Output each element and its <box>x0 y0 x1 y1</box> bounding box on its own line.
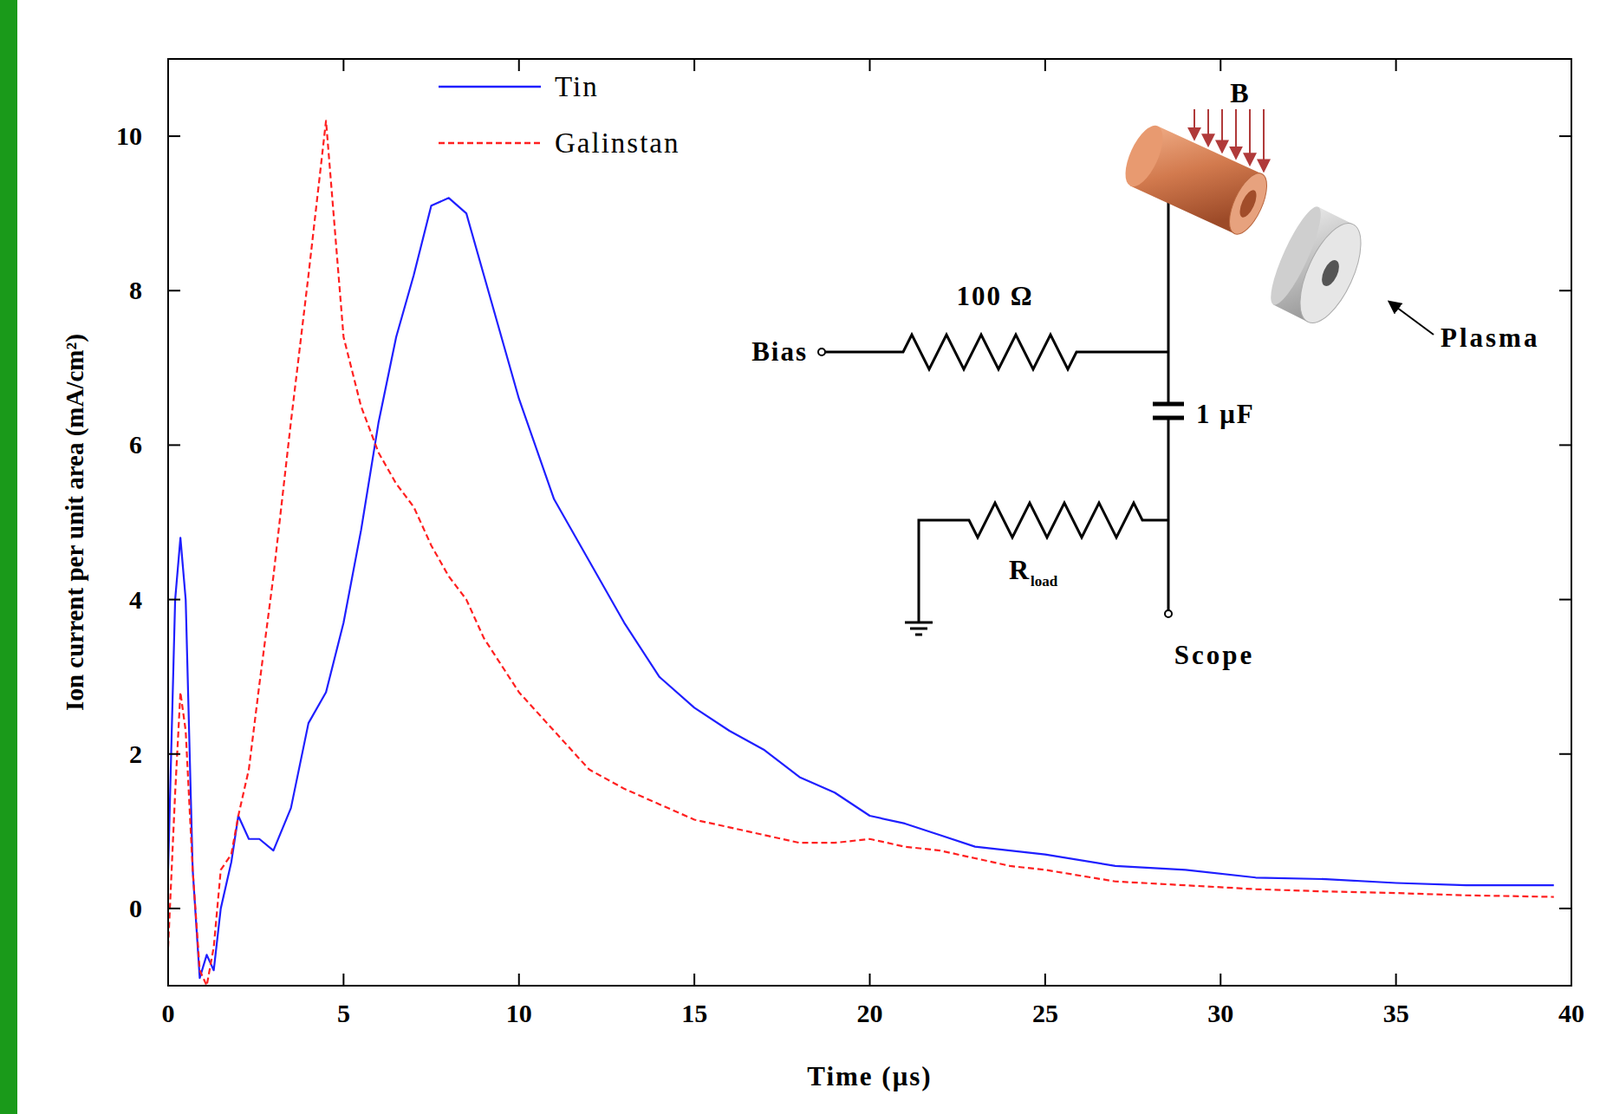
y-tick-right <box>1559 443 1572 446</box>
y-tick-right <box>1559 753 1572 755</box>
chart: 0 5 10 15 20 25 30 35 40 0 2 4 6 8 10 Time (μs) Ion curr… <box>0 0 1600 1114</box>
resistor-load <box>918 502 1169 623</box>
x-tick-top <box>518 58 521 72</box>
resistor-100 <box>825 334 1169 370</box>
annotation: Scope <box>1174 639 1256 670</box>
ground <box>915 633 923 637</box>
x-tick <box>167 973 170 986</box>
inset-diagram: B Bias 100 Ω 1 μF Rload Scope Plasma <box>751 77 1540 670</box>
y-tick-right <box>1559 907 1572 910</box>
x-tick-label: 35 <box>1383 998 1410 1028</box>
b-field-arrow <box>1193 109 1196 138</box>
border <box>0 0 18 1114</box>
y-tick-label: 8 <box>129 275 143 305</box>
x-tick-top <box>342 58 345 72</box>
annotation: Bias <box>751 336 808 367</box>
x-tick-label: 15 <box>681 998 708 1028</box>
x-tick-label: 30 <box>1207 998 1234 1028</box>
pointer-arrow <box>1390 302 1434 335</box>
ring-face <box>1287 214 1374 332</box>
x-tick-label: 20 <box>857 998 884 1028</box>
annotation: 100 Ω <box>956 280 1034 312</box>
x-tick-label: 25 <box>1032 998 1059 1028</box>
legend: Tin Galinstan <box>438 71 680 159</box>
legend-label: Galinstan <box>554 127 680 159</box>
series-line <box>168 197 1555 978</box>
wire <box>1167 417 1171 611</box>
y-tick <box>168 753 181 755</box>
ring-hole <box>1318 257 1343 289</box>
y-tick <box>168 907 181 910</box>
annotation: Plasma <box>1440 322 1540 353</box>
y-tick <box>168 598 181 601</box>
x-tick <box>518 973 521 986</box>
b-field-arrow <box>1235 109 1237 157</box>
wire <box>1167 201 1171 404</box>
copper-hole <box>1236 188 1261 221</box>
x-tick-label: 0 <box>162 998 176 1028</box>
x-axis-title: Time (μs) <box>806 1060 932 1092</box>
y-tick-label: 0 <box>129 893 143 923</box>
x-tick-label: 10 <box>506 998 533 1028</box>
x-tick-top <box>869 58 872 72</box>
annotation: load <box>1030 572 1059 590</box>
background <box>0 0 1600 1114</box>
y-tick-label: 10 <box>116 121 143 150</box>
b-field-arrow <box>1262 109 1265 170</box>
y-tick <box>168 289 181 292</box>
y-tick <box>168 135 181 137</box>
x-tick-label: 40 <box>1558 998 1585 1028</box>
capacitor-plate <box>1152 416 1184 421</box>
y-tick <box>168 443 181 446</box>
terminal <box>818 348 826 356</box>
annotation: 1 μF <box>1196 398 1256 430</box>
copper-face <box>1222 168 1275 240</box>
x-tick <box>1219 973 1222 986</box>
y-tick-right <box>1559 135 1572 137</box>
capacitor-plate <box>1152 402 1184 407</box>
copper-end <box>1118 120 1171 192</box>
b-field-arrow <box>1207 109 1210 144</box>
annotation: R <box>1008 553 1030 586</box>
ground <box>910 627 928 631</box>
b-field-arrow <box>1221 109 1223 150</box>
x-tick-label: 5 <box>337 998 351 1028</box>
x-tick <box>693 973 696 986</box>
series-group <box>168 120 1555 986</box>
x-tick <box>1044 973 1047 986</box>
x-tick <box>342 973 345 986</box>
x-tick-top <box>1044 58 1047 72</box>
y-tick-right <box>1559 598 1572 601</box>
x-tick <box>1570 973 1573 986</box>
y-tick-label: 4 <box>129 585 143 614</box>
b-field-arrow <box>1248 109 1251 163</box>
y-axis-title: Ion current per unit area (mA/cm²) <box>60 333 90 711</box>
legend-line <box>438 142 541 145</box>
x-tick-top <box>1395 58 1398 72</box>
terminal <box>1164 610 1172 618</box>
y-tick-label: 2 <box>129 739 143 768</box>
y-tick-right <box>1559 289 1572 292</box>
x-tick <box>1395 973 1398 986</box>
series-line <box>168 120 1555 986</box>
x-tick <box>869 973 872 986</box>
legend-label: Tin <box>554 71 599 103</box>
ground <box>904 621 933 625</box>
y-tick-label: 6 <box>129 429 143 459</box>
x-tick-top <box>1570 58 1573 72</box>
plot-frame <box>168 58 1572 986</box>
x-tick-top <box>167 58 170 72</box>
legend-line <box>438 85 541 89</box>
x-tick-top <box>693 58 696 72</box>
annotation: B <box>1229 77 1249 109</box>
x-tick-top <box>1219 58 1222 72</box>
